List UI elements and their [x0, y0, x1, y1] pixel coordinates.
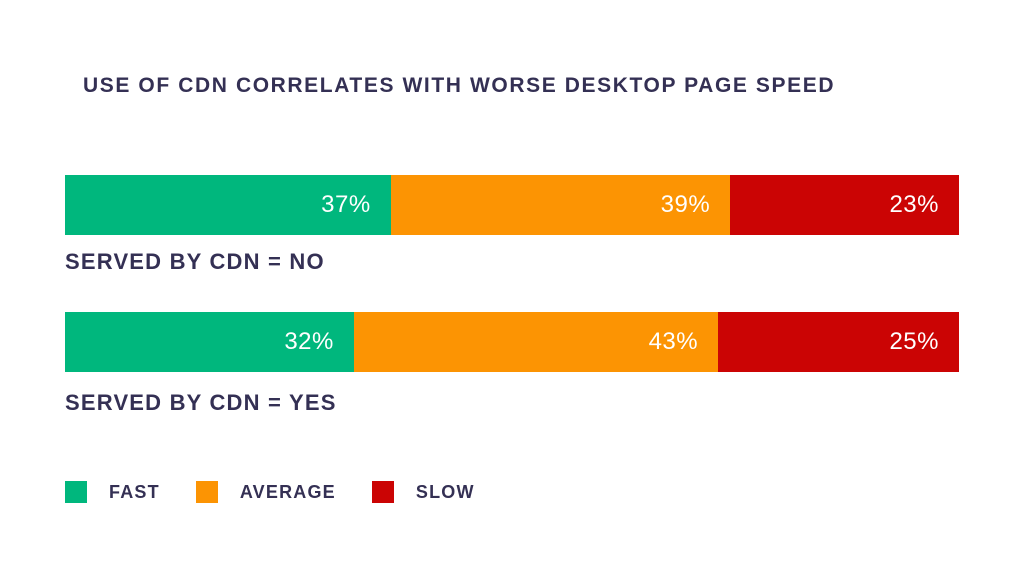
legend: FAST AVERAGE SLOW — [65, 481, 511, 503]
legend-item-average: AVERAGE — [195, 481, 336, 503]
bar-row-cdn-yes: 32% 43% 25% — [65, 312, 959, 372]
bar-segment-fast: 32% — [65, 312, 354, 372]
legend-item-fast: FAST — [65, 481, 160, 503]
chart-title: USE OF CDN CORRELATES WITH WORSE DESKTOP… — [83, 74, 836, 97]
bar-segment-slow: 23% — [730, 175, 959, 235]
legend-label-slow: SLOW — [415, 482, 475, 502]
bar-segment-average: 43% — [353, 312, 719, 372]
legend-swatch-fast — [65, 481, 87, 503]
bar-segment-slow: 25% — [718, 312, 959, 372]
legend-swatch-average — [195, 481, 218, 503]
bar-category-label-cdn-yes: SERVED BY CDN = YES — [65, 390, 337, 415]
bar-category-label-cdn-no: SERVED BY CDN = NO — [65, 249, 325, 274]
bar-segment-average: 39% — [390, 175, 731, 235]
legend-swatch-slow — [371, 481, 394, 503]
legend-label-fast: FAST — [109, 482, 160, 502]
legend-label-average: AVERAGE — [239, 482, 336, 502]
legend-item-slow: SLOW — [371, 481, 475, 503]
bar-segment-fast: 37% — [65, 175, 391, 235]
bar-row-cdn-no: 37% 39% 23% — [65, 175, 959, 235]
